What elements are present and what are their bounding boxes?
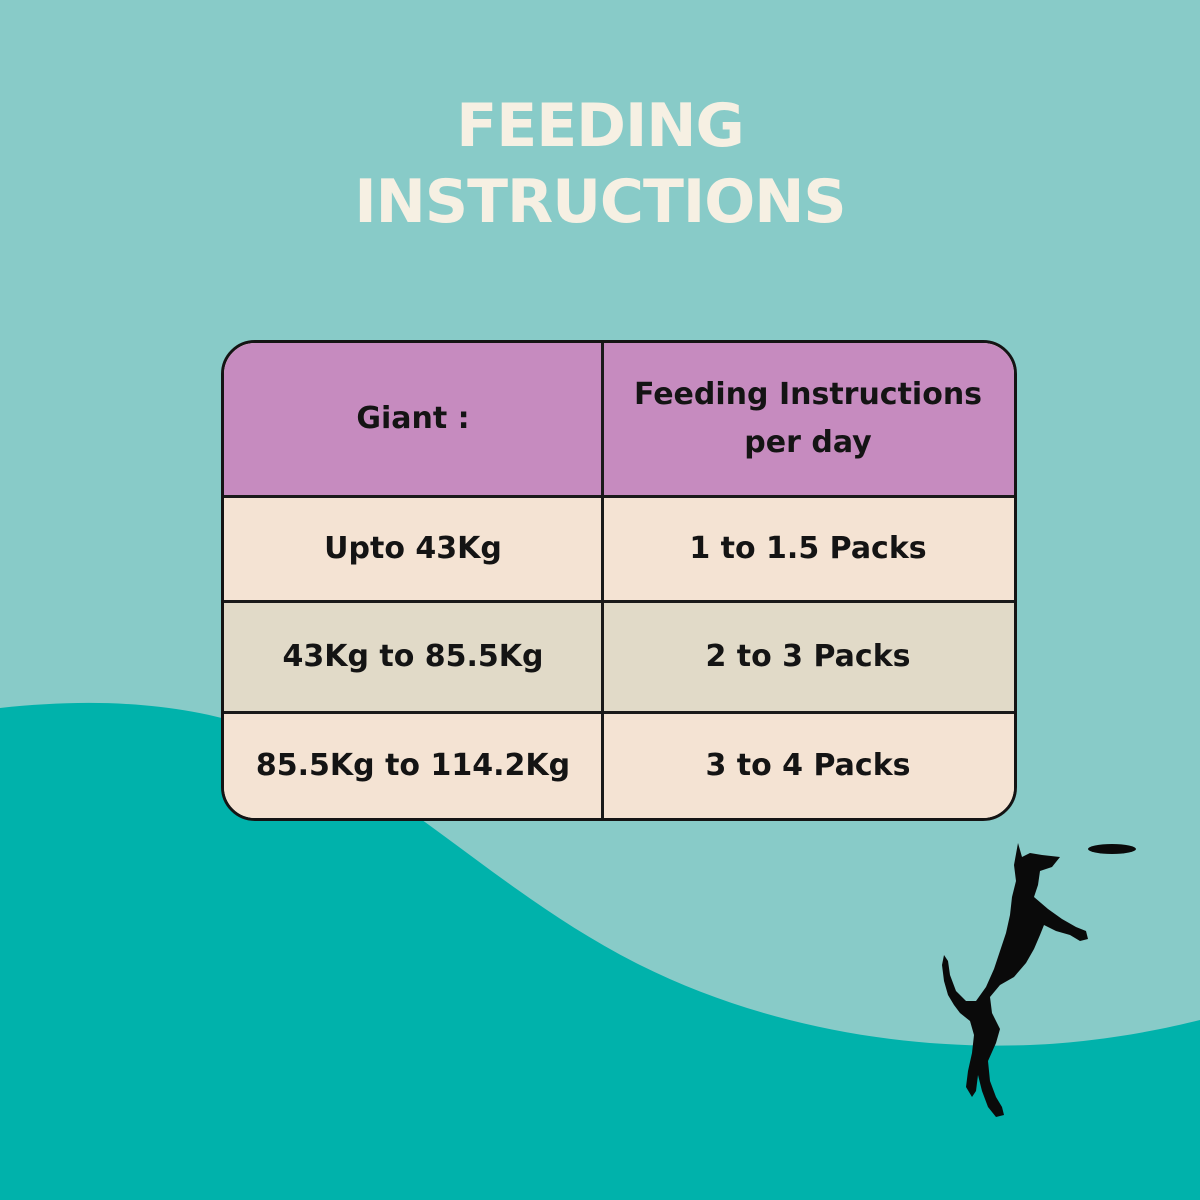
weight-cell: Upto 43Kg <box>324 530 502 566</box>
table-row: 85.5Kg to 114.2Kg 3 to 4 Packs <box>224 713 1014 818</box>
dog-catching-frisbee-icon <box>942 843 1136 1117</box>
row-divider <box>224 600 1014 603</box>
title-line-2: INSTRUCTIONS <box>354 167 846 237</box>
table-row: Upto 43Kg 1 to 1.5 Packs <box>224 497 1014 600</box>
header-feeding-instructions: Feeding Instructions per day <box>602 343 1014 495</box>
column-divider <box>601 343 604 818</box>
header-giant: Giant : <box>356 401 470 436</box>
amount-cell: 2 to 3 Packs <box>705 638 911 674</box>
weight-cell: 85.5Kg to 114.2Kg <box>255 747 571 783</box>
feeding-table: Giant : Feeding Instructions per day Upt… <box>221 340 1017 821</box>
page-title: FEEDING INSTRUCTIONS <box>0 88 1200 240</box>
table-header-row: Giant : Feeding Instructions per day <box>224 343 1014 495</box>
amount-cell: 1 to 1.5 Packs <box>689 530 927 566</box>
header-feeding-line-2: per day <box>744 425 872 460</box>
header-feeding-line-1: Feeding Instructions <box>633 377 983 412</box>
weight-cell: 43Kg to 85.5Kg <box>282 638 544 674</box>
row-divider <box>224 495 1014 498</box>
row-divider <box>224 711 1014 714</box>
table-row: 43Kg to 85.5Kg 2 to 3 Packs <box>224 602 1014 711</box>
amount-cell: 3 to 4 Packs <box>705 747 911 783</box>
title-line-1: FEEDING <box>456 91 745 161</box>
